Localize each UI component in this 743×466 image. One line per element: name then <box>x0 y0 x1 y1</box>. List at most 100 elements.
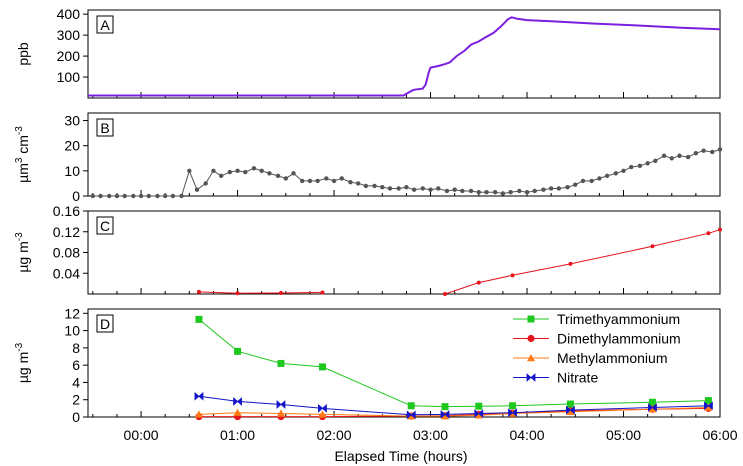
data-point <box>648 398 656 406</box>
y-tick-label: 0 <box>72 188 80 204</box>
data-point <box>661 153 667 158</box>
data-point <box>162 193 168 199</box>
data-point <box>637 163 643 169</box>
data-point <box>597 176 602 181</box>
data-point <box>440 410 450 419</box>
y-tick-label: 6 <box>72 357 80 373</box>
data-point <box>107 193 112 199</box>
data-point <box>275 173 281 179</box>
data-point <box>195 315 203 323</box>
y-tick-label: 0 <box>72 409 80 425</box>
panel-label: D <box>100 316 110 332</box>
x-tick-label: 05:00 <box>606 427 641 443</box>
data-point <box>475 402 483 410</box>
y-tick-label: 400 <box>57 6 81 22</box>
y-tick-label: 12 <box>64 305 80 321</box>
y-tick-label: 10 <box>64 163 80 179</box>
data-point <box>98 193 103 199</box>
series-0-0 <box>88 16 721 97</box>
data-point <box>278 290 283 295</box>
data-point <box>566 407 575 416</box>
data-point <box>441 403 449 411</box>
shared-x-axis: 00:00 01:00 02:00 03:00 04:00 05:00 06:00 <box>124 427 738 443</box>
data-point <box>235 168 240 174</box>
data-point <box>318 363 326 371</box>
data-point <box>509 402 517 410</box>
data-point <box>348 179 353 185</box>
data-point <box>621 168 626 174</box>
data-point <box>508 190 513 195</box>
y-axis-label: µm3 cm-3 <box>14 126 31 183</box>
legend-entry: Trimethyammonium <box>557 311 680 327</box>
legend-entry: Dimethylammonium <box>557 331 681 347</box>
legend-marker <box>527 354 535 362</box>
x-tick-label: 06:00 <box>702 427 737 443</box>
data-point <box>291 171 296 176</box>
data-point <box>411 187 417 192</box>
data-point <box>372 183 377 189</box>
data-point <box>613 171 618 176</box>
data-point <box>704 397 712 405</box>
data-point <box>315 178 320 184</box>
panel-label-box <box>96 118 114 137</box>
y-tick-label: 200 <box>57 48 81 64</box>
data-point <box>556 186 562 191</box>
panel-label-box <box>96 15 114 34</box>
data-point <box>629 164 634 170</box>
data-point <box>517 188 522 194</box>
data-point <box>468 188 474 194</box>
data-point <box>114 193 120 199</box>
data-point <box>324 176 329 181</box>
data-point <box>404 184 409 190</box>
data-point <box>669 156 674 161</box>
data-point <box>476 280 481 285</box>
data-point <box>532 188 537 194</box>
data-point <box>131 193 136 199</box>
data-point <box>276 400 286 409</box>
data-point <box>717 147 723 152</box>
y-tick-label: 0.04 <box>53 265 80 281</box>
panel-label-box <box>96 216 114 235</box>
y-tick-label: 0.12 <box>53 224 80 240</box>
data-point <box>233 397 242 406</box>
data-point <box>138 193 144 199</box>
data-point <box>407 412 416 420</box>
data-point <box>566 400 574 408</box>
series-line <box>198 291 323 294</box>
data-point <box>259 168 264 174</box>
series-2-0 <box>196 227 722 296</box>
legend-entry: Methylammonium <box>557 350 667 366</box>
panel-label-box <box>96 314 114 333</box>
series-line <box>88 16 721 97</box>
x-axis-label: Elapsed Time (hours) <box>334 448 467 464</box>
series-3-1 <box>195 404 713 421</box>
data-point <box>179 193 184 199</box>
data-point <box>484 190 489 195</box>
data-point <box>251 166 257 171</box>
data-point <box>407 402 415 410</box>
data-point <box>227 169 233 175</box>
panel-frame <box>87 308 721 418</box>
y-axis-label: µg m-3 <box>14 342 31 383</box>
x-tick-label: 04:00 <box>509 427 544 443</box>
data-point <box>580 178 586 184</box>
data-point <box>566 405 575 415</box>
data-point <box>476 190 481 195</box>
data-point <box>541 187 546 192</box>
data-point <box>196 289 201 294</box>
panel-frame <box>87 9 721 99</box>
y-tick-label: 100 <box>57 69 81 85</box>
data-point <box>428 187 433 192</box>
data-point <box>524 190 530 195</box>
data-point <box>548 186 554 191</box>
data-point <box>710 149 715 155</box>
data-point <box>420 186 426 191</box>
legend-marker <box>527 334 535 343</box>
data-point <box>460 188 465 194</box>
data-point <box>474 409 484 418</box>
panel-frame <box>87 112 721 197</box>
data-point <box>122 193 127 199</box>
series-line <box>198 395 709 416</box>
